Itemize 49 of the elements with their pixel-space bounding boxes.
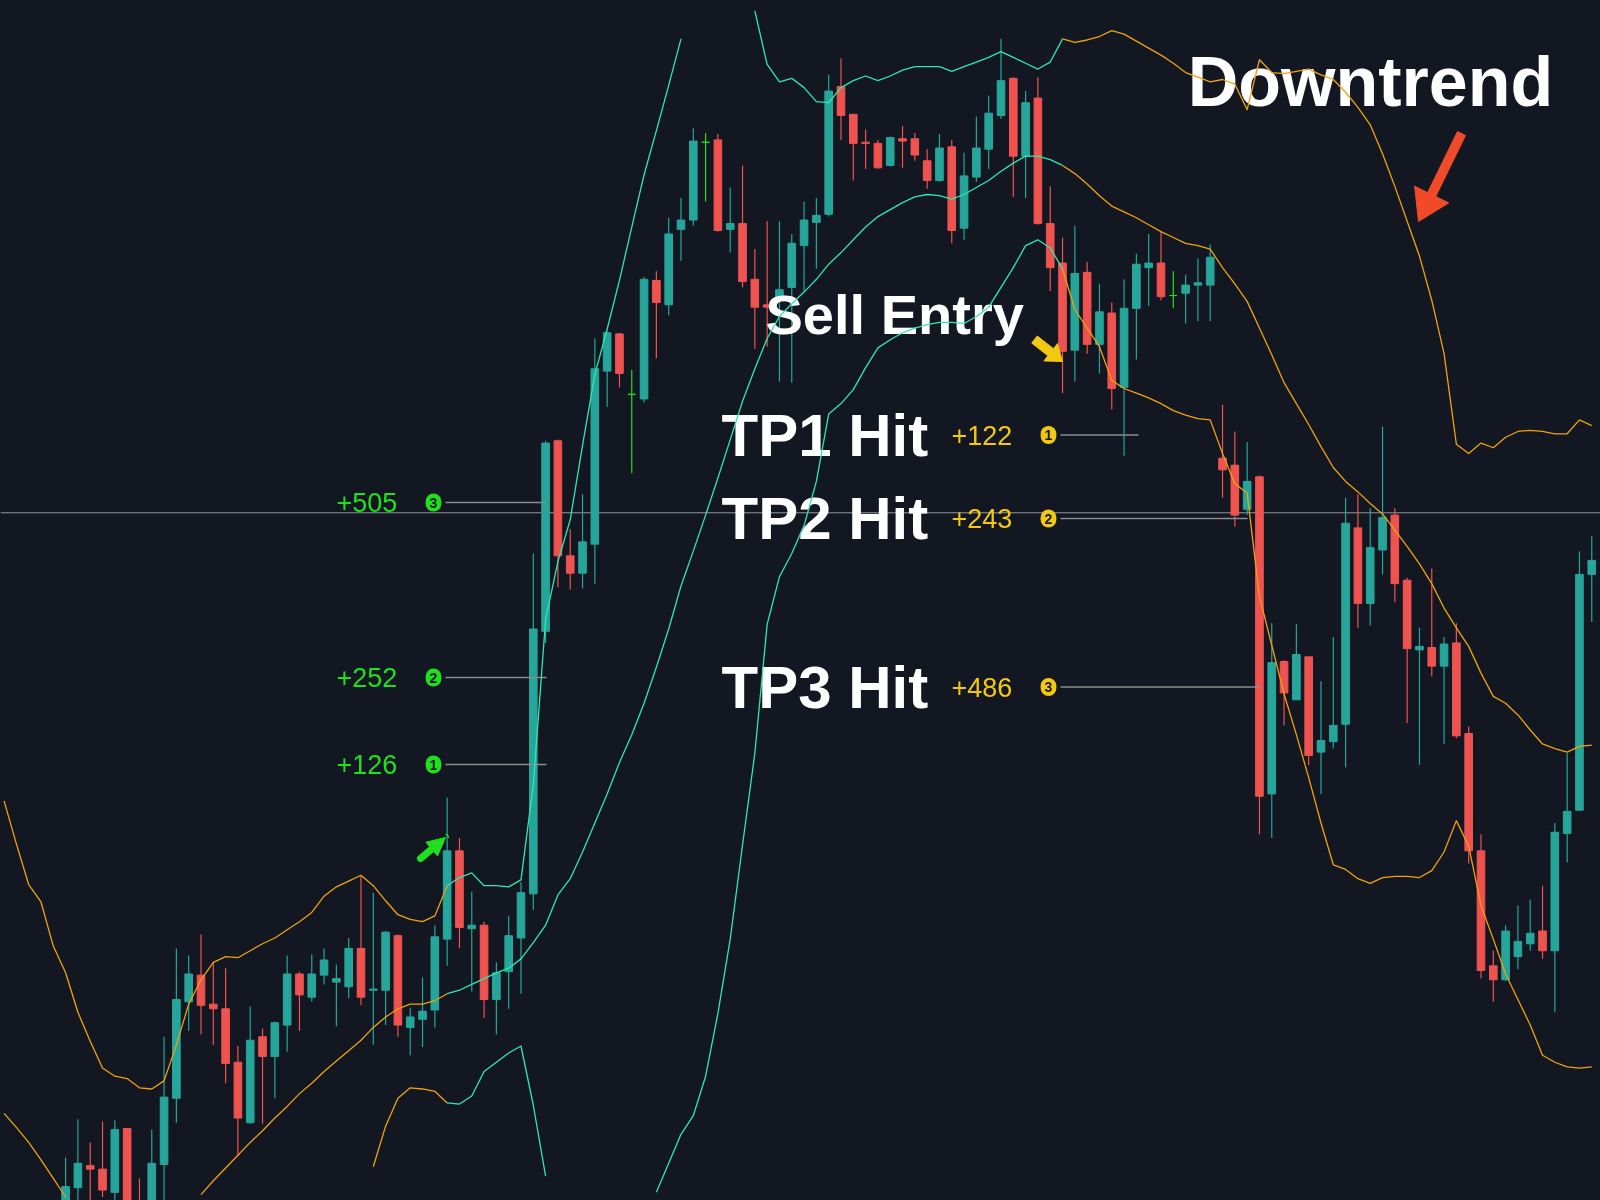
candlestick bbox=[1538, 885, 1547, 960]
annotation: 3 bbox=[429, 494, 438, 511]
candlestick bbox=[1439, 636, 1449, 745]
candlestick bbox=[1328, 636, 1338, 750]
candlestick bbox=[1193, 257, 1203, 322]
annotation: 2 bbox=[1044, 510, 1053, 527]
candlestick bbox=[1513, 904, 1523, 970]
candlestick bbox=[652, 270, 661, 359]
annotation: 1 bbox=[1044, 427, 1053, 443]
candlestick bbox=[565, 528, 575, 591]
candlestick bbox=[1562, 752, 1572, 864]
candlestick bbox=[319, 947, 329, 986]
annotation: +505 bbox=[336, 488, 398, 518]
annotation: 3 bbox=[1044, 679, 1053, 695]
candlestick bbox=[332, 964, 341, 1027]
annotation: +243 bbox=[951, 504, 1013, 534]
annotation: +122 bbox=[951, 420, 1013, 451]
candlestick bbox=[1144, 233, 1153, 307]
annotation: +486 bbox=[951, 672, 1013, 703]
candlestick bbox=[1525, 899, 1535, 952]
candlestick bbox=[368, 892, 378, 1046]
candlestick bbox=[1488, 950, 1498, 1003]
annotation: 2 bbox=[429, 669, 438, 686]
candlestick bbox=[1587, 535, 1597, 623]
candlestick bbox=[85, 1141, 95, 1200]
candlestick bbox=[812, 197, 821, 270]
candlestick bbox=[922, 148, 932, 190]
candlestick bbox=[1316, 680, 1326, 795]
candlestick bbox=[405, 1007, 415, 1056]
candlestick bbox=[725, 186, 735, 254]
annotation: 1 bbox=[429, 756, 438, 773]
candlestick bbox=[1218, 404, 1227, 499]
candlestick bbox=[1427, 567, 1437, 678]
candlestick bbox=[676, 197, 686, 262]
candlestick bbox=[467, 890, 477, 992]
candlestick bbox=[861, 128, 870, 170]
candlestick bbox=[61, 1156, 70, 1200]
candlestick bbox=[1415, 627, 1424, 766]
candlestick bbox=[307, 953, 317, 1003]
annotation: +126 bbox=[336, 750, 398, 780]
candlestick bbox=[208, 961, 218, 1046]
candlestick bbox=[910, 132, 920, 162]
candlestick bbox=[98, 1120, 107, 1198]
candlestick bbox=[898, 125, 907, 169]
candlestick bbox=[295, 971, 304, 1032]
annotation: +252 bbox=[336, 663, 398, 693]
candlestick bbox=[258, 1027, 267, 1125]
candlestick bbox=[1181, 274, 1190, 325]
candlestick bbox=[418, 976, 427, 1048]
